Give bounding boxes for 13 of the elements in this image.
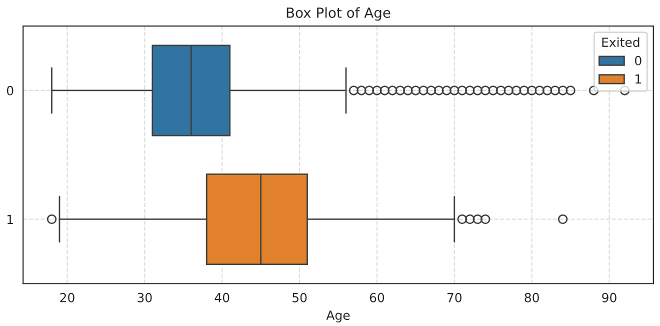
x-tick-label: 90	[602, 292, 616, 302]
legend-label: 0	[635, 56, 642, 66]
legend-label: 1	[636, 74, 641, 84]
x-tick-label: 40	[214, 292, 230, 302]
x-tick-label: 80	[524, 292, 539, 302]
x-tick-label: 70	[447, 292, 462, 302]
x-tick-label: 20	[60, 292, 74, 302]
legend-title: Exited	[602, 37, 640, 48]
x-tick-label: 50	[292, 292, 307, 302]
x-axis-title: Age	[326, 310, 350, 322]
x-tick-label: 30	[138, 292, 152, 302]
x-tick-label: 60	[370, 292, 384, 302]
chart-title: Box Plot of Age	[286, 7, 390, 21]
